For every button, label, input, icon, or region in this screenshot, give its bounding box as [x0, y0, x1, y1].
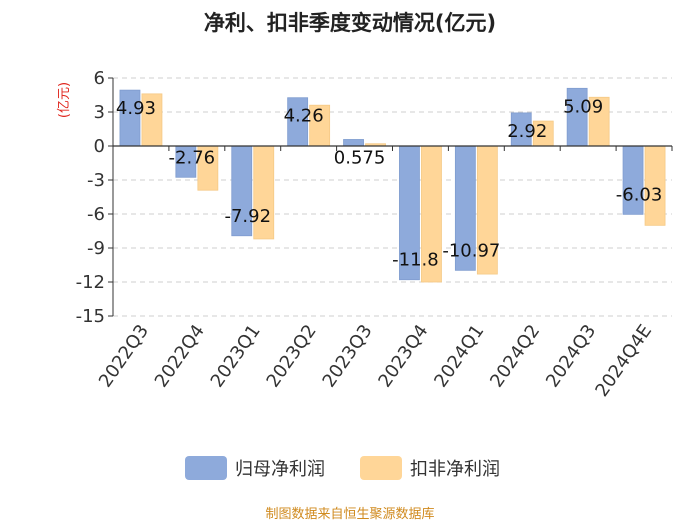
data-label-1: -2.76	[169, 147, 216, 168]
x-tick-label-1: 2022Q4	[151, 321, 209, 392]
x-tick-label-5: 2023Q4	[374, 321, 432, 392]
y-tick-label-3: -3	[87, 170, 105, 191]
data-label-2: -7.92	[224, 206, 271, 227]
x-tick-label-0: 2022Q3	[95, 321, 153, 392]
data-label-8: 5.09	[563, 96, 603, 117]
chart-title: 净利、扣非季度变动情况(亿元)	[204, 11, 496, 35]
y-tick-label-5: -9	[87, 238, 105, 259]
x-tick-label-8: 2024Q3	[542, 321, 600, 392]
data-label-0: 4.93	[116, 98, 156, 119]
data-label-6: -10.97	[442, 240, 500, 261]
data-label-5: -11.8	[392, 250, 439, 271]
y-tick-label-7: -15	[76, 306, 105, 327]
x-tick-label-4: 2023Q3	[318, 321, 376, 392]
legend: 归母净利润 扣非净利润	[185, 456, 500, 480]
x-tick-labels: 2022Q32022Q42023Q12023Q22023Q32023Q42024…	[95, 321, 656, 401]
y-tick-label-0: 6	[94, 68, 105, 89]
data-label-4: 0.575	[334, 147, 386, 168]
x-tick-label-2: 2023Q1	[207, 321, 265, 392]
y-tick-labels: 6 3 0 -3 -6 -9 -12 -15	[76, 68, 105, 327]
y-tick-label-2: 0	[94, 136, 105, 157]
x-tick-label-9: 2024Q4E	[591, 321, 656, 401]
y-tick-label-6: -12	[76, 272, 105, 293]
data-label-3: 4.26	[284, 106, 324, 127]
axes	[112, 78, 673, 316]
legend-swatch-1	[360, 456, 402, 480]
x-tick-label-6: 2024Q1	[430, 321, 488, 392]
x-tick-label-7: 2024Q2	[486, 321, 544, 392]
legend-label-1: 扣非净利润	[410, 459, 500, 480]
bar-net-profit-4	[343, 139, 364, 147]
bars	[119, 87, 666, 283]
y-tick-label-4: -6	[87, 204, 105, 225]
legend-label-0: 归母净利润	[235, 459, 325, 480]
y-axis-unit: (亿元)	[57, 82, 72, 118]
y-tick-label-1: 3	[94, 102, 105, 123]
data-labels: 4.93 -2.76 -7.92 4.26 0.575 -11.8 -10.97 2.92 5.…	[116, 96, 662, 270]
data-label-7: 2.92	[507, 121, 547, 142]
legend-swatch-0	[185, 456, 227, 480]
source-note: 制图数据来自恒生聚源数据库	[265, 506, 434, 522]
data-label-9: -6.03	[616, 184, 663, 205]
x-tick-label-3: 2023Q2	[263, 321, 321, 392]
